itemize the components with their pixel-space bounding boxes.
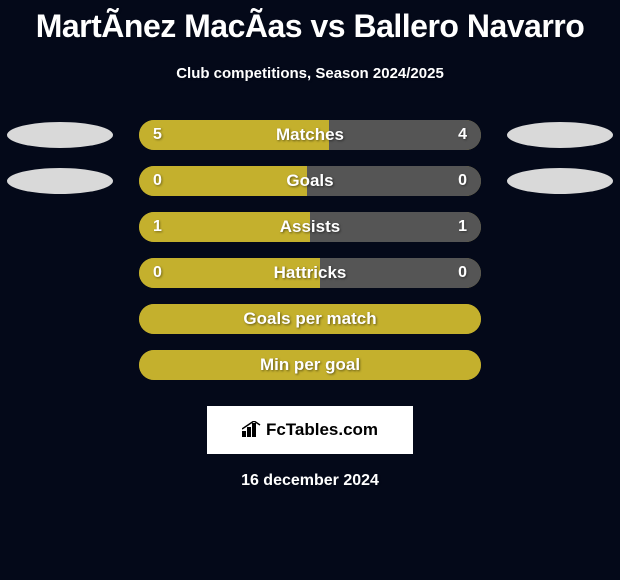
stat-row: Matches5 4 xyxy=(0,120,620,166)
bar-label: Min per goal xyxy=(139,350,481,380)
player-right-ellipse xyxy=(507,168,613,194)
page-subtitle: Club competitions, Season 2024/2025 xyxy=(0,65,620,82)
bar-value-right: 0 xyxy=(458,258,467,288)
bar-wrap: Goals0 0 xyxy=(139,166,481,196)
date-text: 16 december 2024 xyxy=(0,472,620,490)
chart-icon xyxy=(242,421,262,440)
bar-wrap: Matches5 4 xyxy=(139,120,481,150)
bar-value-right: 0 xyxy=(458,166,467,196)
brand-box: FcTables.com xyxy=(207,406,413,454)
stat-row: Goals per match xyxy=(0,304,620,350)
bar-value-left: 1 xyxy=(153,212,162,242)
stat-row: Min per goal xyxy=(0,350,620,396)
stat-row: Hattricks0 0 xyxy=(0,258,620,304)
bar-wrap: Goals per match xyxy=(139,304,481,334)
bar-label: Goals per match xyxy=(139,304,481,334)
bar-value-left: 0 xyxy=(153,166,162,196)
bar-value-right: 4 xyxy=(458,120,467,150)
player-left-ellipse xyxy=(7,122,113,148)
bar-value-left: 0 xyxy=(153,258,162,288)
bar-wrap: Assists1 1 xyxy=(139,212,481,242)
page-title: MartÃ­nez MacÃ­as vs Ballero Navarro xyxy=(0,0,620,45)
stat-row: Goals0 0 xyxy=(0,166,620,212)
comparison-rows: Matches54Goals00Assists11Hattricks00Goal… xyxy=(0,120,620,396)
bar-wrap: Min per goal xyxy=(139,350,481,380)
chart-container: MartÃ­nez MacÃ­as vs Ballero Navarro Clu… xyxy=(0,0,620,580)
bar-label: Assists xyxy=(139,212,481,242)
player-right-ellipse xyxy=(507,122,613,148)
bar-value-right: 1 xyxy=(458,212,467,242)
bar-label: Matches xyxy=(139,120,481,150)
player-left-ellipse xyxy=(7,168,113,194)
bar-value-left: 5 xyxy=(153,120,162,150)
bar-label: Goals xyxy=(139,166,481,196)
brand-text: FcTables.com xyxy=(266,420,378,440)
bar-wrap: Hattricks0 0 xyxy=(139,258,481,288)
stat-row: Assists1 1 xyxy=(0,212,620,258)
bar-label: Hattricks xyxy=(139,258,481,288)
